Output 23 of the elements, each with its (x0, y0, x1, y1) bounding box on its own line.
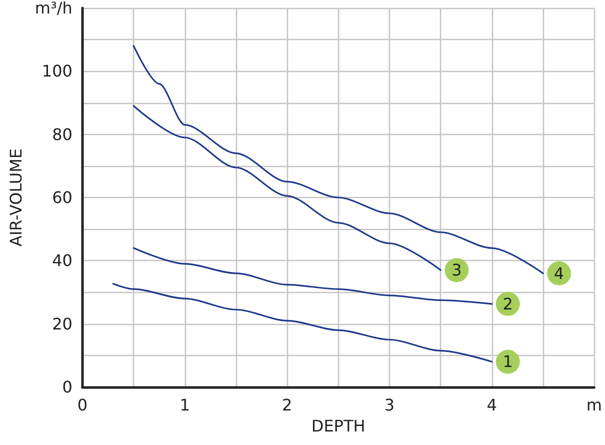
y-axis-title: AIR-VOLUME (6, 148, 26, 246)
series-label: 3 (452, 260, 462, 280)
series-label: 4 (554, 264, 564, 283)
x-tick-label: 1 (180, 396, 190, 414)
x-tick-label: m (586, 396, 602, 414)
x-tick-label: 0 (77, 396, 88, 414)
x-axis-title: DEPTH (311, 416, 366, 436)
series-label: 2 (502, 294, 513, 314)
y-tick-label: 20 (52, 314, 72, 334)
y-tick-label: m³/h (34, 0, 72, 18)
line-series (132, 45, 544, 274)
x-tick-label: 4 (486, 396, 497, 414)
y-tick-label: 60 (52, 188, 72, 207)
y-tick-label: 40 (52, 251, 72, 270)
y-tick-label: 100 (42, 62, 72, 81)
y-tick-label: 80 (52, 124, 72, 144)
line-series (132, 105, 442, 271)
line-series (132, 247, 493, 305)
series-label: 1 (502, 352, 513, 372)
x-tick-label: 3 (384, 396, 395, 414)
x-tick-label: 2 (282, 396, 292, 414)
line-series (112, 282, 493, 363)
y-tick-label: 0 (62, 378, 72, 396)
